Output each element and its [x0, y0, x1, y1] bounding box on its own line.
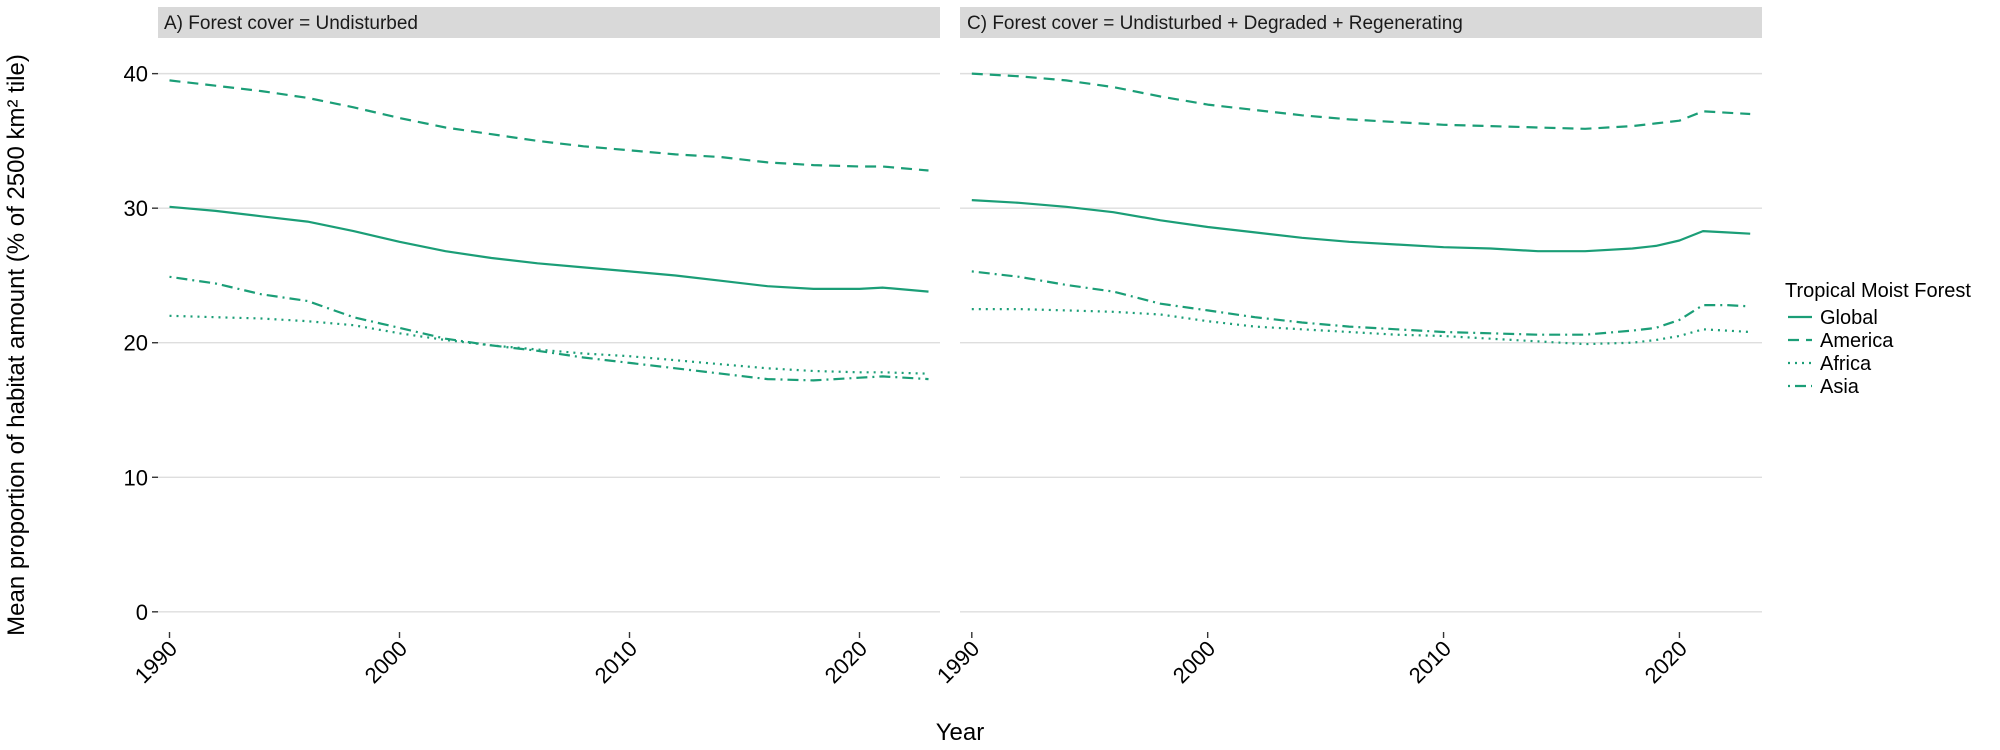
panel-a-series-asia	[169, 275, 929, 382]
panel-a-gridlines	[158, 72, 940, 613]
panel-a-strip-bg	[158, 7, 940, 38]
panel-c-x-axis: 1990 2000 2010 2020	[932, 632, 1692, 688]
panel-a-x-tick-label-2000: 2000	[360, 636, 412, 688]
panel-c-x-tick-label-2020: 2020	[1640, 636, 1692, 688]
panel-c-x-tick-label-2010: 2010	[1404, 636, 1456, 688]
x-axis-title: Year	[936, 719, 985, 746]
panel-a: A) Forest cover = Undisturbed 1990 2000 20…	[130, 7, 940, 688]
panel-a-series-global	[169, 205, 929, 293]
panel-c-series	[971, 72, 1751, 346]
legend-label-global: Global	[1820, 307, 1878, 329]
y-tick-label-20: 20	[124, 331, 148, 356]
panel-a-series-africa	[169, 314, 929, 375]
legend-label-america: America	[1820, 330, 1894, 352]
panel-c-series-america	[971, 72, 1751, 130]
panel-c: C) Forest cover = Undisturbed + Degraded…	[932, 7, 1762, 688]
y-tick-label-40: 40	[124, 62, 148, 87]
panel-a-x-tick-label-1990: 1990	[130, 636, 182, 688]
y-tick-label-10: 10	[124, 465, 148, 490]
panel-a-series-america	[169, 79, 929, 172]
panel-a-x-tick-label-2020: 2020	[820, 636, 872, 688]
panel-a-x-tick-label-2010: 2010	[590, 636, 642, 688]
panel-c-strip-bg	[960, 7, 1762, 38]
legend-title: Tropical Moist Forest	[1785, 280, 1971, 302]
panel-c-gridlines	[960, 72, 1762, 613]
panel-c-strip-label: C) Forest cover = Undisturbed + Degraded…	[967, 13, 1463, 34]
y-tick-label-30: 30	[124, 196, 148, 221]
panel-a-x-axis: 1990 2000 2010 2020	[130, 632, 872, 688]
panel-a-strip-label: A) Forest cover = Undisturbed	[164, 13, 418, 34]
panel-c-series-africa	[971, 308, 1751, 346]
panel-c-series-global	[971, 199, 1751, 253]
y-axis-title: Mean proportion of habitat amount (% of …	[3, 54, 30, 636]
legend: Tropical Moist Forest GlobalAmericaAfric…	[1785, 280, 1971, 398]
panel-a-series	[169, 79, 929, 382]
y-tick-label-0: 0	[136, 600, 148, 625]
legend-label-asia: Asia	[1820, 376, 1860, 398]
panel-c-x-tick-label-2000: 2000	[1168, 636, 1220, 688]
panel-c-series-asia	[971, 270, 1751, 336]
legend-label-africa: Africa	[1820, 353, 1872, 375]
panel-c-x-tick-label-1990: 1990	[932, 636, 984, 688]
y-axis: 0 10 20 30 40	[124, 62, 158, 625]
